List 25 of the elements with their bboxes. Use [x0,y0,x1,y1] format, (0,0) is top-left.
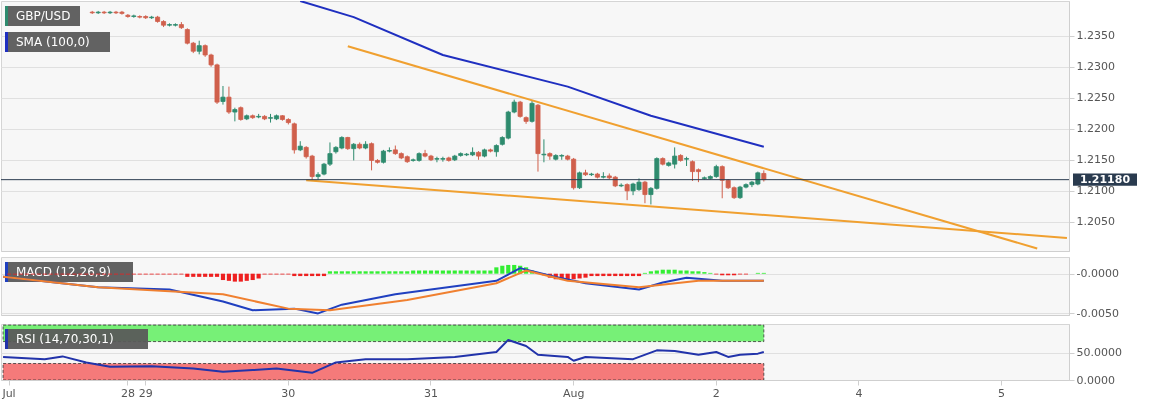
x-tick-label: Aug [562,386,585,400]
y-tick-label: 1.2250 [1076,91,1115,105]
x-tick-label: 2 [712,386,720,400]
y-tick-label: 1.2350 [1076,29,1115,43]
x-tick-label: 29 [138,386,153,400]
ref-line-label: 1.21180 [1079,172,1131,186]
legend-label: SMA (100,0) [16,35,90,49]
y-tick-label: 1.2150 [1076,153,1115,167]
y-tick-label: 50.0000 [1076,346,1122,360]
y-tick-label: 1.2200 [1076,122,1115,136]
y-tick-label: 1.2300 [1076,60,1115,74]
x-tick-label: 31 [423,386,438,400]
x-tick-label: 5 [998,386,1006,400]
y-tick-label: 0.0000 [1076,373,1115,387]
y-tick-label: -0.0000 [1076,267,1119,281]
x-tick-label: 30 [281,386,296,400]
x-tick-label: Jul [1,386,16,400]
y-tick-label: 1.2050 [1076,215,1115,229]
legend-label: GBP/USD [16,9,71,23]
legend-label: RSI (14,70,30,1) [16,332,114,346]
x-tick-label: 28 [120,386,135,400]
x-tick-label: 4 [855,386,863,400]
legend-label: MACD (12,26,9) [16,265,111,279]
y-tick-label: -0.0050 [1076,306,1119,320]
y-tick-label: 1.2100 [1076,184,1115,198]
